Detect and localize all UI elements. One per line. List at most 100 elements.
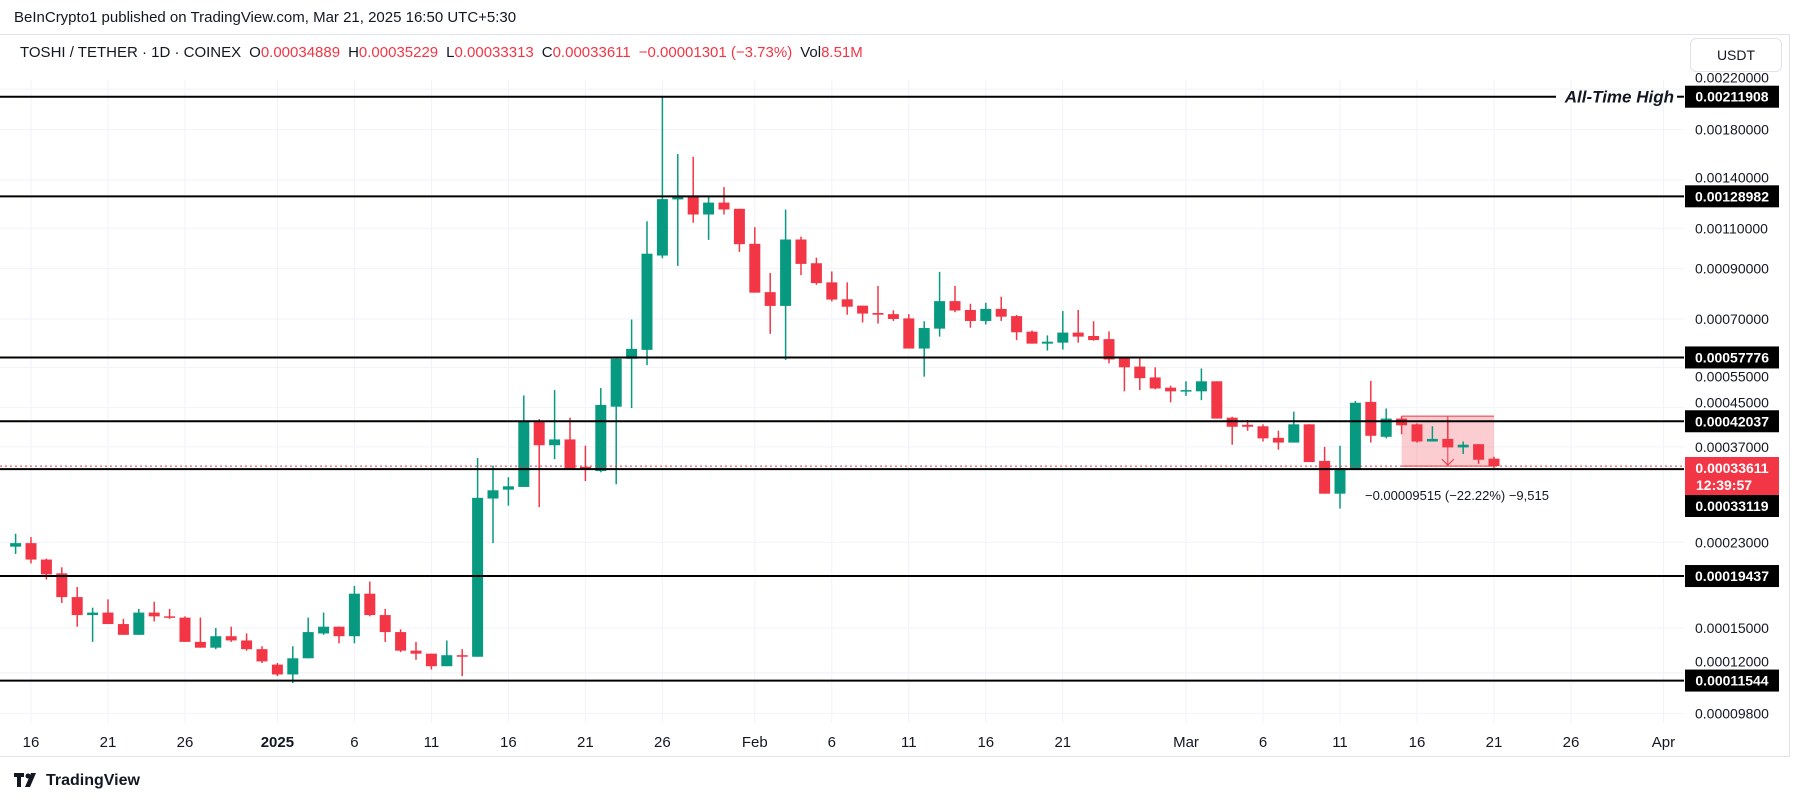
candle-body	[795, 239, 807, 264]
publisher-line: BeInCrypto1 published on TradingView.com…	[14, 9, 517, 26]
candle-body	[395, 632, 407, 651]
chart-panel	[0, 34, 1790, 757]
candle-body	[1134, 366, 1146, 379]
candle	[1473, 444, 1485, 464]
bar-countdown: 12:39:57	[1696, 477, 1752, 493]
candle-body	[1334, 468, 1346, 494]
candle	[25, 537, 37, 564]
candle-body	[1211, 381, 1223, 419]
candle	[564, 417, 576, 470]
candle-body	[918, 328, 930, 349]
candle-body	[271, 664, 283, 675]
y-tick-label: 0.00012000	[1695, 654, 1769, 670]
candle	[1334, 445, 1346, 509]
candle	[733, 208, 745, 252]
candle-body	[287, 658, 299, 675]
candle	[1072, 309, 1084, 343]
symbol-title[interactable]: TOSHI / TETHER · 1D · COINEX	[20, 44, 242, 61]
candle-body	[1488, 458, 1500, 467]
last-price-label: 0.00033611	[1695, 460, 1768, 476]
symbol-legend: TOSHI / TETHER · 1D · COINEX O0.00034889 H…	[20, 44, 863, 61]
candle	[256, 646, 268, 664]
candle-body	[425, 653, 437, 667]
candle	[1180, 381, 1192, 396]
x-tick-label: Mar	[1173, 734, 1199, 751]
candle-body	[502, 486, 514, 490]
candle-body	[1072, 332, 1084, 337]
level-price-label: 0.00011544	[1695, 673, 1768, 689]
candle	[441, 640, 453, 667]
candle	[595, 388, 607, 473]
candle-body	[1272, 437, 1284, 443]
candle	[533, 419, 545, 508]
candle-body	[549, 439, 561, 446]
candle-body	[194, 641, 206, 648]
candle	[964, 303, 976, 328]
level-price-tag	[1685, 185, 1779, 208]
candle-body	[1242, 424, 1254, 427]
price-levels: All-Time High 0.00211908 0.00128982 0.00057…	[0, 85, 1779, 692]
candle-body	[441, 655, 453, 667]
high-label: H	[348, 44, 359, 61]
currency-button[interactable]: USDT	[1690, 38, 1782, 72]
candle-body	[102, 612, 114, 625]
candle	[872, 285, 884, 324]
candle	[1026, 330, 1038, 344]
candle	[1457, 441, 1469, 455]
candle-body	[25, 543, 37, 560]
candle-body	[1195, 381, 1207, 392]
low-value: 0.00033313	[454, 44, 534, 61]
volume-label: Vol	[800, 44, 822, 61]
candle-body	[456, 655, 468, 657]
candle-body	[1041, 341, 1053, 344]
candle-body	[1349, 402, 1361, 470]
tradingview-brand[interactable]: TradingView	[14, 772, 140, 790]
x-tick-label: 11	[424, 734, 440, 751]
arrow-down-icon	[1441, 458, 1455, 466]
candle	[1288, 411, 1300, 443]
candle	[887, 310, 899, 321]
candle	[1257, 424, 1269, 442]
candle	[980, 302, 992, 325]
candles	[10, 96, 1500, 684]
candle	[1426, 426, 1438, 442]
candle	[1411, 423, 1423, 443]
candle	[1057, 311, 1069, 350]
candle	[425, 653, 437, 670]
candle-body	[1165, 387, 1177, 392]
candle	[518, 395, 530, 487]
candle	[117, 618, 129, 635]
candle	[626, 319, 638, 409]
candle-body	[995, 308, 1007, 317]
candle	[10, 533, 22, 554]
candle-body	[1088, 335, 1100, 341]
candle	[1195, 368, 1207, 401]
candle	[164, 608, 176, 619]
brand-name: TradingView	[46, 772, 140, 789]
candle-body	[210, 636, 222, 648]
candle	[918, 321, 930, 377]
candle-body	[826, 282, 838, 300]
x-tick-label: 16	[23, 734, 40, 751]
x-tick-label: 21	[577, 734, 594, 751]
candle	[472, 458, 484, 657]
candle	[687, 156, 699, 223]
axes: 0.00220000 0.00180000 0.00140000 0.00110000…	[23, 70, 1770, 751]
candle	[364, 581, 376, 617]
level-price-label: 0.00057776	[1695, 349, 1769, 365]
candle-body	[318, 626, 330, 634]
candle	[1088, 321, 1100, 341]
candle	[179, 616, 191, 642]
x-tick-label: 6	[1259, 734, 1267, 751]
candle-body	[687, 196, 699, 215]
x-tick-label: 26	[654, 734, 671, 751]
candle-body	[148, 612, 160, 617]
candle	[271, 663, 283, 677]
candle	[1303, 424, 1315, 463]
candle-body	[780, 239, 792, 306]
candle-body	[487, 490, 499, 499]
candle	[1134, 358, 1146, 391]
candle	[857, 305, 869, 323]
candle	[71, 587, 83, 627]
